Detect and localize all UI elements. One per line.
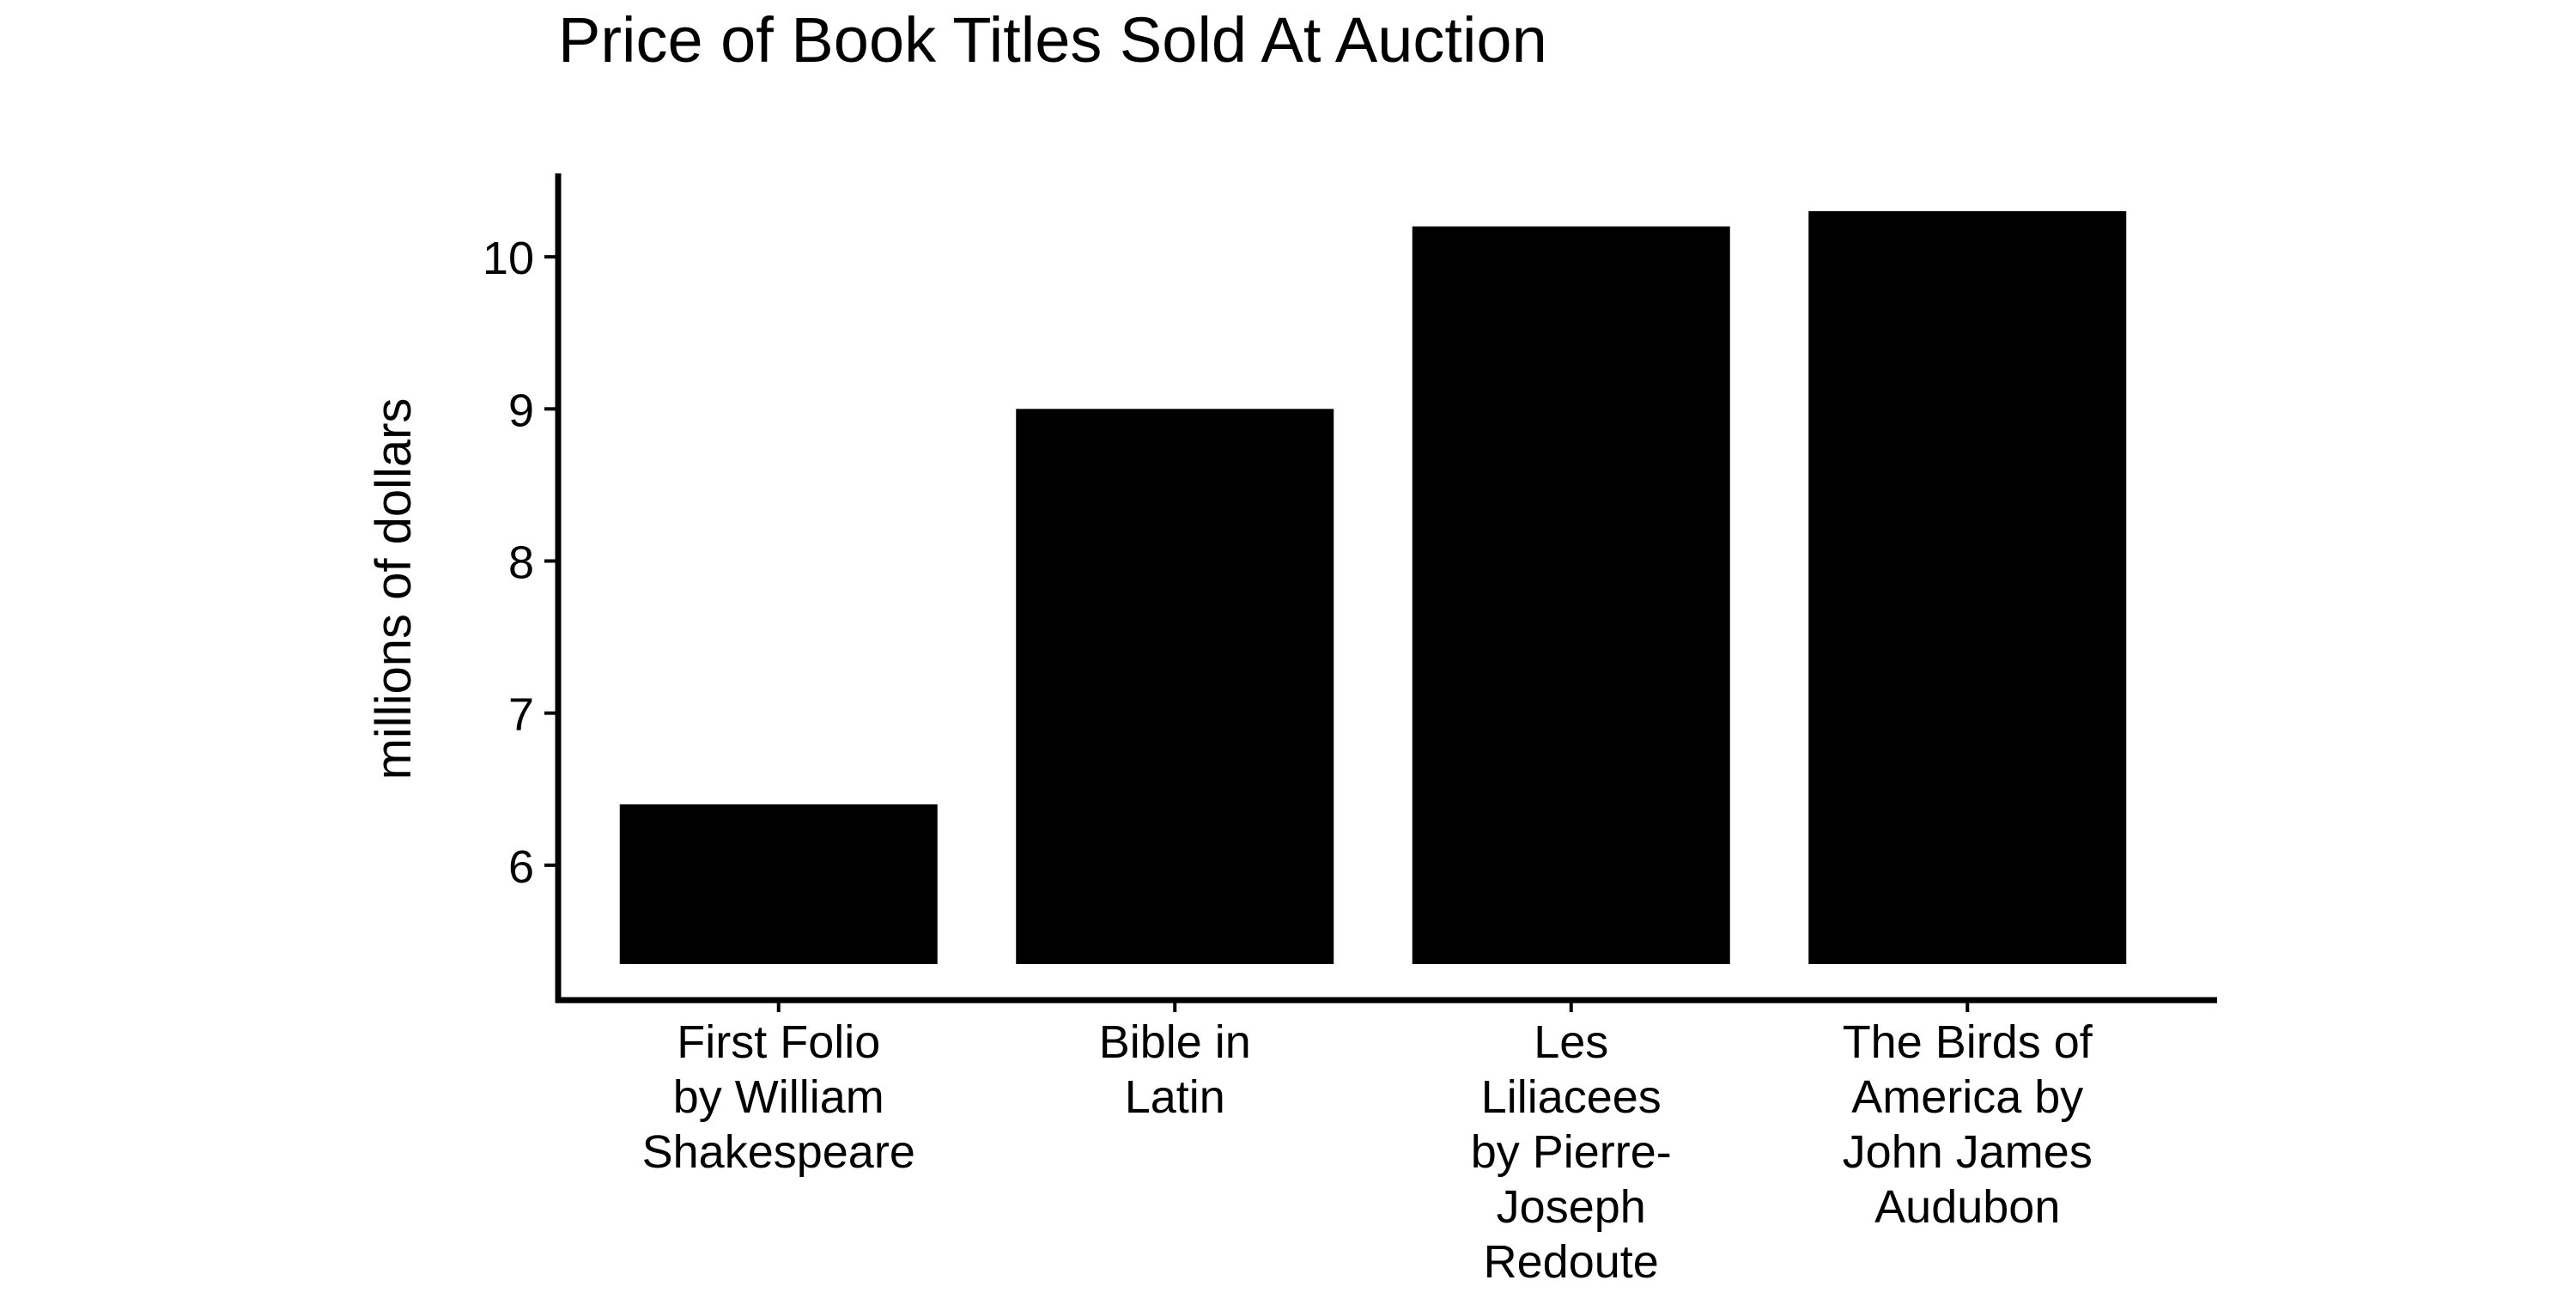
x-tick-label-line: Latin [1125,1071,1225,1123]
x-tick-label-line: Joseph [1497,1181,1646,1233]
x-tick-label-line: Les [1534,1016,1608,1068]
x-tick-label-line: Audubon [1874,1181,2060,1233]
x-tick-label-line: Liliacees [1481,1071,1662,1123]
chart-title: Price of Book Titles Sold At Auction [558,4,1547,76]
x-tick-label-line: by William [673,1071,884,1123]
x-tick-label-line: Bible in [1099,1016,1251,1068]
y-tick-label: 7 [508,689,534,741]
x-tick-label-line: First Folio [677,1016,880,1068]
x-tick-label-line: Redoute [1484,1236,1659,1288]
x-tick-label-line: America by [1851,1071,2083,1123]
x-tick-label: The Birds of America by John James Audubon [1843,1016,2093,1233]
bar-4 [1808,211,2127,964]
y-tick-label: 9 [508,385,534,436]
y-tick-label: 8 [508,537,534,588]
ticks-layer: 6 7 8 9 10 First Folio by William Shakespeare Bi… [483,233,2093,1288]
x-tick-label-line: by Pierre- [1471,1126,1672,1178]
y-axis-label: millions of dollars [366,398,422,780]
x-tick-label: Les Liliacees by Pierre-Joseph Redoute [1471,1016,1672,1288]
x-tick-label-line: The Birds of [1843,1016,2093,1068]
y-tick-label: 6 [508,841,534,893]
x-tick-label: Bible in Latin [1099,1016,1251,1123]
x-tick-label-line: Shakespeare [642,1126,915,1178]
x-tick-label: First Folio by William Shakespeare [642,1016,915,1178]
bar-3 [1412,226,1730,964]
bar-1 [619,804,938,964]
bars-layer [619,211,2127,964]
bar-2 [1016,409,1334,964]
y-tick-label: 10 [483,233,534,284]
x-tick-label-line: John James [1843,1126,2093,1178]
